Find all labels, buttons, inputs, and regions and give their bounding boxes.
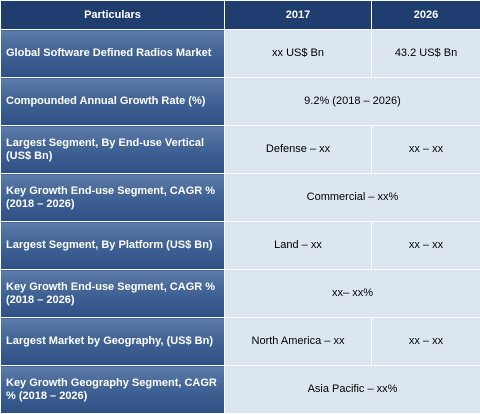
table-row: Compounded Annual Growth Rate (%) 9.2% (… (1, 78, 480, 126)
table-row: Key Growth End-use Segment, CAGR % (2018… (1, 174, 480, 222)
table-row: Global Software Defined Radios Market xx… (1, 30, 480, 78)
value-merged: xx– xx% (225, 270, 480, 318)
row-label: Largest Segment, By Platform (US$ Bn) (1, 222, 225, 270)
value-2017: xx US$ Bn (225, 30, 372, 78)
row-label: Largest Segment, By End-use Vertical (US… (1, 126, 225, 174)
table-header-row: Particulars 2017 2026 (1, 1, 480, 30)
row-label: Compounded Annual Growth Rate (%) (1, 78, 225, 126)
value-2026: xx – xx (372, 222, 480, 270)
row-label: Key Growth Geography Segment, CAGR % (20… (1, 366, 225, 414)
row-label: Global Software Defined Radios Market (1, 30, 225, 78)
value-2026: xx – xx (372, 126, 480, 174)
row-label: Largest Market by Geography, (US$ Bn) (1, 318, 225, 366)
table-row: Largest Segment, By Platform (US$ Bn) La… (1, 222, 480, 270)
value-2017: Defense – xx (225, 126, 372, 174)
value-2017: Land – xx (225, 222, 372, 270)
table-row: Largest Segment, By End-use Vertical (US… (1, 126, 480, 174)
table-row: Largest Market by Geography, (US$ Bn) No… (1, 318, 480, 366)
table-row: Key Growth Geography Segment, CAGR % (20… (1, 366, 480, 414)
value-2026: xx – xx (372, 318, 480, 366)
row-label: Key Growth End-use Segment, CAGR % (2018… (1, 270, 225, 318)
value-merged: Commercial – xx% (225, 174, 480, 222)
header-2026: 2026 (372, 1, 480, 30)
value-2017: North America – xx (225, 318, 372, 366)
row-label: Key Growth End-use Segment, CAGR % (2018… (1, 174, 225, 222)
value-merged: Asia Pacific – xx% (225, 366, 480, 414)
table-row: Key Growth End-use Segment, CAGR % (2018… (1, 270, 480, 318)
header-particulars: Particulars (1, 1, 225, 30)
value-2026: 43.2 US$ Bn (372, 30, 480, 78)
value-merged: 9.2% (2018 – 2026) (225, 78, 480, 126)
header-2017: 2017 (225, 1, 372, 30)
